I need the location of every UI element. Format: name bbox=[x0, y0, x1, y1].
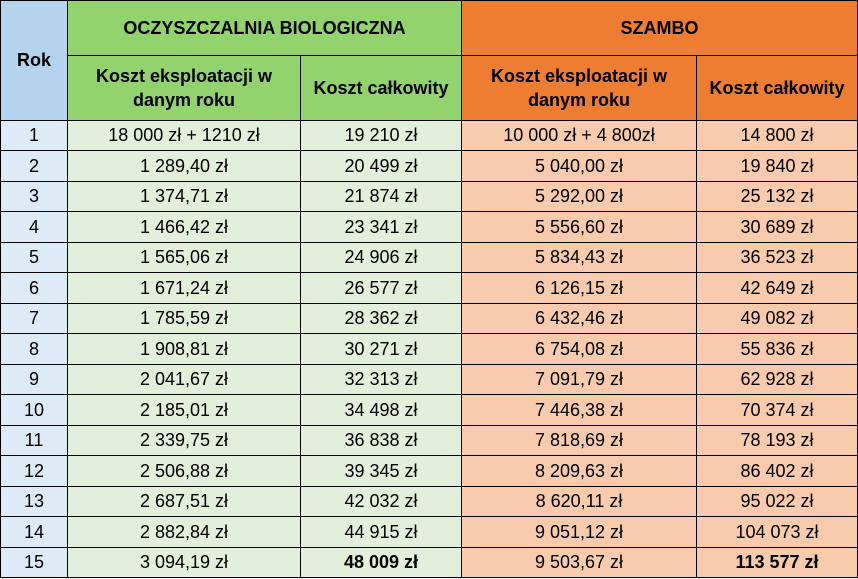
cost-cell: 7 446,38 zł bbox=[461, 394, 697, 426]
cost-cell: 36 523 zł bbox=[696, 242, 858, 273]
cost-cell: 7 818,69 zł bbox=[461, 425, 697, 456]
cost-cell: 10 000 zł + 4 800zł bbox=[461, 120, 697, 151]
cost-cell: 95 022 zł bbox=[696, 486, 858, 517]
cost-cell: 19 210 zł bbox=[300, 120, 462, 151]
column-header: Koszt całkowity bbox=[300, 55, 462, 121]
cost-cell: 2 339,75 zł bbox=[67, 425, 301, 456]
cost-cell: 62 928 zł bbox=[696, 364, 858, 395]
cost-cell: 23 341 zł bbox=[300, 211, 462, 243]
cost-cell: 78 193 zł bbox=[696, 425, 858, 456]
cost-cell: 2 687,51 zł bbox=[67, 486, 301, 517]
cost-cell: 34 498 zł bbox=[300, 394, 462, 426]
group-header: SZAMBO bbox=[461, 0, 858, 56]
cost-cell: 36 838 zł bbox=[300, 425, 462, 456]
cost-cell: 19 840 zł bbox=[696, 150, 858, 182]
year-cell: 4 bbox=[0, 211, 68, 243]
cost-cell: 1 374,71 zł bbox=[67, 181, 301, 212]
cost-cell: 2 185,01 zł bbox=[67, 394, 301, 426]
cost-cell: 48 009 zł bbox=[300, 547, 462, 578]
column-header: Koszt eksploatacji w danym roku bbox=[461, 55, 697, 121]
cost-cell: 8 620,11 zł bbox=[461, 486, 697, 517]
cost-cell: 5 556,60 zł bbox=[461, 211, 697, 243]
group-header: OCZYSZCZALNIA BIOLOGICZNA bbox=[67, 0, 462, 56]
cost-cell: 6 126,15 zł bbox=[461, 272, 697, 304]
cost-cell: 30 271 zł bbox=[300, 333, 462, 365]
cost-cell: 8 209,63 zł bbox=[461, 455, 697, 487]
cost-cell: 39 345 zł bbox=[300, 455, 462, 487]
cost-cell: 24 906 zł bbox=[300, 242, 462, 273]
cost-cell: 49 082 zł bbox=[696, 303, 858, 334]
year-cell: 12 bbox=[0, 455, 68, 487]
cost-cell: 32 313 zł bbox=[300, 364, 462, 395]
cost-cell: 86 402 zł bbox=[696, 455, 858, 487]
cost-cell: 14 800 zł bbox=[696, 120, 858, 151]
year-cell: 3 bbox=[0, 181, 68, 212]
cost-cell: 42 649 zł bbox=[696, 272, 858, 304]
cost-cell: 2 041,67 zł bbox=[67, 364, 301, 395]
cost-cell: 9 051,12 zł bbox=[461, 516, 697, 548]
year-cell: 8 bbox=[0, 333, 68, 365]
cost-cell: 70 374 zł bbox=[696, 394, 858, 426]
year-cell: 9 bbox=[0, 364, 68, 395]
cost-cell: 21 874 zł bbox=[300, 181, 462, 212]
cost-cell: 5 040,00 zł bbox=[461, 150, 697, 182]
column-header: Koszt całkowity bbox=[696, 55, 858, 121]
cost-cell: 1 466,42 zł bbox=[67, 211, 301, 243]
year-cell: 7 bbox=[0, 303, 68, 334]
year-cell: 2 bbox=[0, 150, 68, 182]
year-cell: 6 bbox=[0, 272, 68, 304]
cost-cell: 18 000 zł + 1210 zł bbox=[67, 120, 301, 151]
cost-cell: 28 362 zł bbox=[300, 303, 462, 334]
cost-cell: 55 836 zł bbox=[696, 333, 858, 365]
cost-cell: 2 506,88 zł bbox=[67, 455, 301, 487]
year-cell: 15 bbox=[0, 547, 68, 578]
cost-cell: 1 908,81 zł bbox=[67, 333, 301, 365]
year-cell: 14 bbox=[0, 516, 68, 548]
cost-cell: 6 754,08 zł bbox=[461, 333, 697, 365]
cost-cell: 1 785,59 zł bbox=[67, 303, 301, 334]
cost-cell: 104 073 zł bbox=[696, 516, 858, 548]
cost-cell: 1 289,40 zł bbox=[67, 150, 301, 182]
cost-cell: 6 432,46 zł bbox=[461, 303, 697, 334]
cost-cell: 20 499 zł bbox=[300, 150, 462, 182]
year-cell: 5 bbox=[0, 242, 68, 273]
cost-cell: 113 577 zł bbox=[696, 547, 858, 578]
cost-cell: 7 091,79 zł bbox=[461, 364, 697, 395]
cost-cell: 3 094,19 zł bbox=[67, 547, 301, 578]
cost-cell: 25 132 zł bbox=[696, 181, 858, 212]
cost-cell: 42 032 zł bbox=[300, 486, 462, 517]
rok-header: Rok bbox=[0, 0, 68, 121]
year-cell: 11 bbox=[0, 425, 68, 456]
cost-cell: 9 503,67 zł bbox=[461, 547, 697, 578]
cost-cell: 1 671,24 zł bbox=[67, 272, 301, 304]
year-cell: 13 bbox=[0, 486, 68, 517]
cost-cell: 26 577 zł bbox=[300, 272, 462, 304]
column-header: Koszt eksploatacji w danym roku bbox=[67, 55, 301, 121]
year-cell: 1 bbox=[0, 120, 68, 151]
cost-cell: 1 565,06 zł bbox=[67, 242, 301, 273]
cost-cell: 5 834,43 zł bbox=[461, 242, 697, 273]
cost-cell: 5 292,00 zł bbox=[461, 181, 697, 212]
cost-cell: 30 689 zł bbox=[696, 211, 858, 243]
cost-cell: 2 882,84 zł bbox=[67, 516, 301, 548]
cost-cell: 44 915 zł bbox=[300, 516, 462, 548]
year-cell: 10 bbox=[0, 394, 68, 426]
